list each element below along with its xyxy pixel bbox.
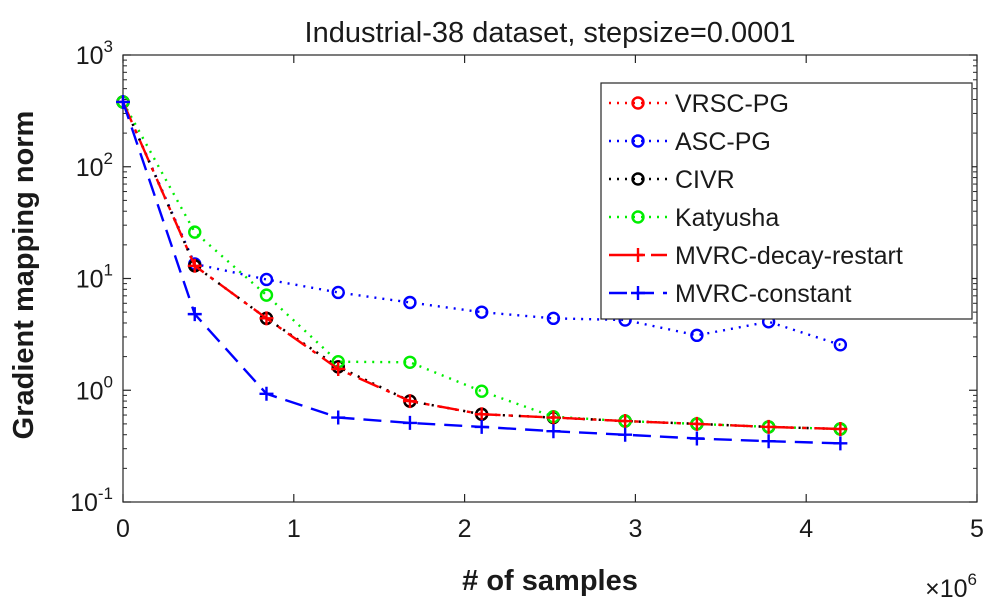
data-point	[403, 355, 417, 369]
data-point	[689, 431, 704, 446]
plot-series	[116, 94, 848, 451]
data-point	[833, 422, 848, 437]
legend-label: Katyusha	[675, 204, 779, 232]
data-point	[618, 427, 633, 442]
series-mvrc-decay-restart	[116, 94, 848, 437]
data-point	[402, 394, 417, 409]
data-point	[833, 338, 848, 352]
data-point	[761, 419, 776, 434]
y-axis-label: Gradient mapping norm	[8, 111, 40, 440]
data-point	[259, 311, 274, 326]
data-point	[546, 410, 561, 425]
x-axis-multiplier: ×106	[925, 570, 977, 603]
data-point	[546, 311, 561, 326]
data-point	[403, 295, 417, 310]
data-point	[474, 407, 489, 422]
data-point	[259, 272, 274, 287]
data-point	[690, 328, 704, 343]
legend-box	[600, 82, 973, 320]
legend-marker	[631, 134, 645, 148]
legend-label: MVRC-decay-restart	[675, 242, 903, 270]
x-tick-label: 0	[116, 515, 130, 543]
legend-marker	[631, 248, 645, 262]
legend-label: ASC-PG	[675, 128, 771, 156]
y-tick-label: 102	[76, 149, 113, 182]
legend-marker	[631, 210, 645, 224]
x-tick-label: 2	[458, 515, 472, 543]
x-tick-label: 5	[970, 515, 984, 543]
legend: VRSC-PG ASC-PG CIVR Katyusha MVRC-decay-rest…	[600, 82, 973, 320]
data-point	[833, 436, 848, 451]
data-point	[259, 288, 274, 302]
legend-entry: ASC-PG	[609, 128, 771, 156]
data-point	[187, 307, 202, 322]
data-point	[331, 361, 346, 376]
data-point	[187, 258, 202, 273]
legend-label: MVRC-constant	[675, 280, 851, 308]
x-tick-label: 3	[628, 515, 642, 543]
y-tick-label: 101	[76, 261, 113, 294]
x-tick-label: 4	[799, 515, 813, 543]
legend-label: VRSC-PG	[675, 90, 789, 118]
legend-marker	[631, 286, 645, 300]
data-point	[474, 305, 489, 319]
legend-marker	[631, 172, 645, 186]
data-point	[116, 94, 130, 109]
data-point	[259, 386, 274, 401]
data-point	[331, 285, 345, 300]
legend-entry: Katyusha	[609, 204, 779, 232]
axes: 0 1 2 3 4 5 10-1 100 101 102 103 ×106	[70, 37, 984, 603]
y-tick-label: 100	[76, 372, 113, 405]
data-point	[402, 415, 417, 430]
legend-entry: MVRC-constant	[609, 280, 851, 308]
data-point	[188, 225, 202, 239]
legend-entry: MVRC-decay-restart	[609, 242, 903, 270]
legend-entry: CIVR	[609, 166, 735, 194]
legend-marker	[631, 96, 645, 110]
data-point	[331, 410, 346, 425]
x-axis-label: # of samples	[462, 565, 638, 597]
data-point	[689, 416, 704, 431]
y-tick-label: 103	[76, 37, 113, 70]
data-point	[546, 424, 561, 439]
y-tick-label: 10-1	[70, 484, 113, 517]
data-point	[474, 419, 489, 434]
legend-label: CIVR	[675, 166, 735, 194]
data-point	[474, 384, 489, 398]
legend-entry: VRSC-PG	[609, 90, 789, 118]
x-tick-label: 1	[287, 515, 301, 543]
data-point	[761, 434, 776, 449]
chart-title: Industrial-38 dataset, stepsize=0.0001	[305, 17, 796, 49]
series-mvrc-constant	[116, 94, 848, 451]
data-point	[618, 414, 633, 429]
